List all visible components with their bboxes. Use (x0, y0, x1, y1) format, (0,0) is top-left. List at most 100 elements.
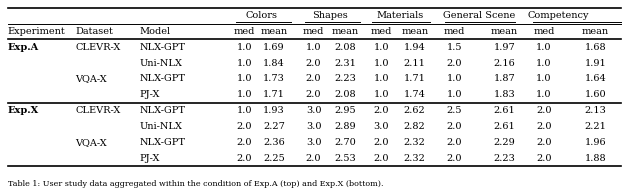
Text: 1.93: 1.93 (263, 106, 285, 115)
Text: 2.62: 2.62 (404, 106, 426, 115)
Text: Table 1: User study data aggregated within the condition of Exp.A (top) and Exp.: Table 1: User study data aggregated with… (8, 180, 383, 188)
Text: 2.29: 2.29 (493, 138, 515, 147)
Text: NLX-GPT: NLX-GPT (140, 74, 186, 83)
Text: 2.0: 2.0 (374, 154, 389, 163)
Text: 2.21: 2.21 (584, 122, 606, 131)
Text: 1.0: 1.0 (447, 90, 462, 99)
Text: 2.0: 2.0 (306, 74, 321, 83)
Text: 2.27: 2.27 (263, 122, 285, 131)
Text: 2.0: 2.0 (306, 154, 321, 163)
Text: 1.0: 1.0 (374, 43, 389, 52)
Text: Shapes: Shapes (312, 11, 348, 20)
Text: 2.0: 2.0 (536, 154, 552, 163)
Text: med: med (533, 27, 555, 36)
Text: 2.23: 2.23 (335, 74, 356, 83)
Text: mean: mean (332, 27, 359, 36)
Text: mean: mean (491, 27, 518, 36)
Text: NLX-GPT: NLX-GPT (140, 106, 186, 115)
Text: PJ-X: PJ-X (140, 154, 160, 163)
Text: 2.95: 2.95 (335, 106, 356, 115)
Text: mean: mean (260, 27, 287, 36)
Text: Exp.X: Exp.X (8, 106, 39, 115)
Text: 1.0: 1.0 (536, 59, 552, 68)
Text: 1.0: 1.0 (306, 43, 321, 52)
Text: 2.61: 2.61 (493, 106, 515, 115)
Text: med: med (444, 27, 465, 36)
Text: 2.0: 2.0 (447, 154, 462, 163)
Text: 1.0: 1.0 (536, 90, 552, 99)
Text: Colors: Colors (245, 11, 277, 20)
Text: 2.0: 2.0 (306, 90, 321, 99)
Text: 2.0: 2.0 (447, 59, 462, 68)
Text: 2.0: 2.0 (237, 154, 252, 163)
Text: 1.91: 1.91 (584, 59, 606, 68)
Text: 2.0: 2.0 (237, 122, 252, 131)
Text: 2.11: 2.11 (404, 59, 426, 68)
Text: 1.64: 1.64 (584, 74, 606, 83)
Text: 2.0: 2.0 (237, 138, 252, 147)
Text: 2.0: 2.0 (447, 138, 462, 147)
Text: 1.0: 1.0 (237, 106, 252, 115)
Text: 2.53: 2.53 (335, 154, 356, 163)
Text: 1.0: 1.0 (447, 74, 462, 83)
Text: 1.97: 1.97 (493, 43, 515, 52)
Text: 1.88: 1.88 (584, 154, 606, 163)
Text: 2.0: 2.0 (536, 138, 552, 147)
Text: 2.61: 2.61 (493, 122, 515, 131)
Text: med: med (303, 27, 324, 36)
Text: 1.68: 1.68 (584, 43, 606, 52)
Text: 2.0: 2.0 (447, 122, 462, 131)
Text: General Scene: General Scene (444, 11, 515, 20)
Text: 2.31: 2.31 (335, 59, 356, 68)
Text: PJ-X: PJ-X (140, 90, 160, 99)
Text: 1.0: 1.0 (374, 74, 389, 83)
Text: VQA-X: VQA-X (76, 74, 108, 83)
Text: 1.94: 1.94 (404, 43, 426, 52)
Text: 2.13: 2.13 (584, 106, 606, 115)
Text: mean: mean (582, 27, 609, 36)
Text: Exp.A: Exp.A (8, 43, 39, 52)
Text: Experiment: Experiment (8, 27, 65, 36)
Text: med: med (234, 27, 255, 36)
Text: 1.83: 1.83 (493, 90, 515, 99)
Text: 2.0: 2.0 (536, 122, 552, 131)
Text: 2.89: 2.89 (335, 122, 356, 131)
Text: 1.0: 1.0 (237, 43, 252, 52)
Text: Model: Model (140, 27, 171, 36)
Text: CLEVR-X: CLEVR-X (76, 106, 121, 115)
Text: 2.70: 2.70 (335, 138, 356, 147)
Text: 2.32: 2.32 (404, 138, 426, 147)
Text: 1.0: 1.0 (536, 43, 552, 52)
Text: 2.0: 2.0 (536, 106, 552, 115)
Text: Materials: Materials (376, 11, 424, 20)
Text: 1.0: 1.0 (237, 59, 252, 68)
Text: NLX-GPT: NLX-GPT (140, 43, 186, 52)
Text: 1.71: 1.71 (404, 74, 426, 83)
Text: CLEVR-X: CLEVR-X (76, 43, 121, 52)
Text: 2.08: 2.08 (335, 90, 356, 99)
Text: 2.0: 2.0 (374, 138, 389, 147)
Text: Uni-NLX: Uni-NLX (140, 59, 182, 68)
Text: Dataset: Dataset (76, 27, 113, 36)
Text: 2.82: 2.82 (404, 122, 426, 131)
Text: 2.16: 2.16 (493, 59, 515, 68)
Text: mean: mean (401, 27, 428, 36)
Text: 2.0: 2.0 (306, 59, 321, 68)
Text: 3.0: 3.0 (306, 122, 321, 131)
Text: 1.0: 1.0 (374, 90, 389, 99)
Text: 1.0: 1.0 (237, 74, 252, 83)
Text: 2.08: 2.08 (335, 43, 356, 52)
Text: 2.32: 2.32 (404, 154, 426, 163)
Text: 2.0: 2.0 (374, 106, 389, 115)
Text: 1.5: 1.5 (447, 43, 462, 52)
Text: 1.96: 1.96 (584, 138, 606, 147)
Text: 1.0: 1.0 (374, 59, 389, 68)
Text: Competency: Competency (527, 11, 589, 20)
Text: 1.74: 1.74 (404, 90, 426, 99)
Text: Uni-NLX: Uni-NLX (140, 122, 182, 131)
Text: 3.0: 3.0 (374, 122, 389, 131)
Text: 3.0: 3.0 (306, 106, 321, 115)
Text: NLX-GPT: NLX-GPT (140, 138, 186, 147)
Text: 1.84: 1.84 (263, 59, 285, 68)
Text: 1.71: 1.71 (263, 90, 285, 99)
